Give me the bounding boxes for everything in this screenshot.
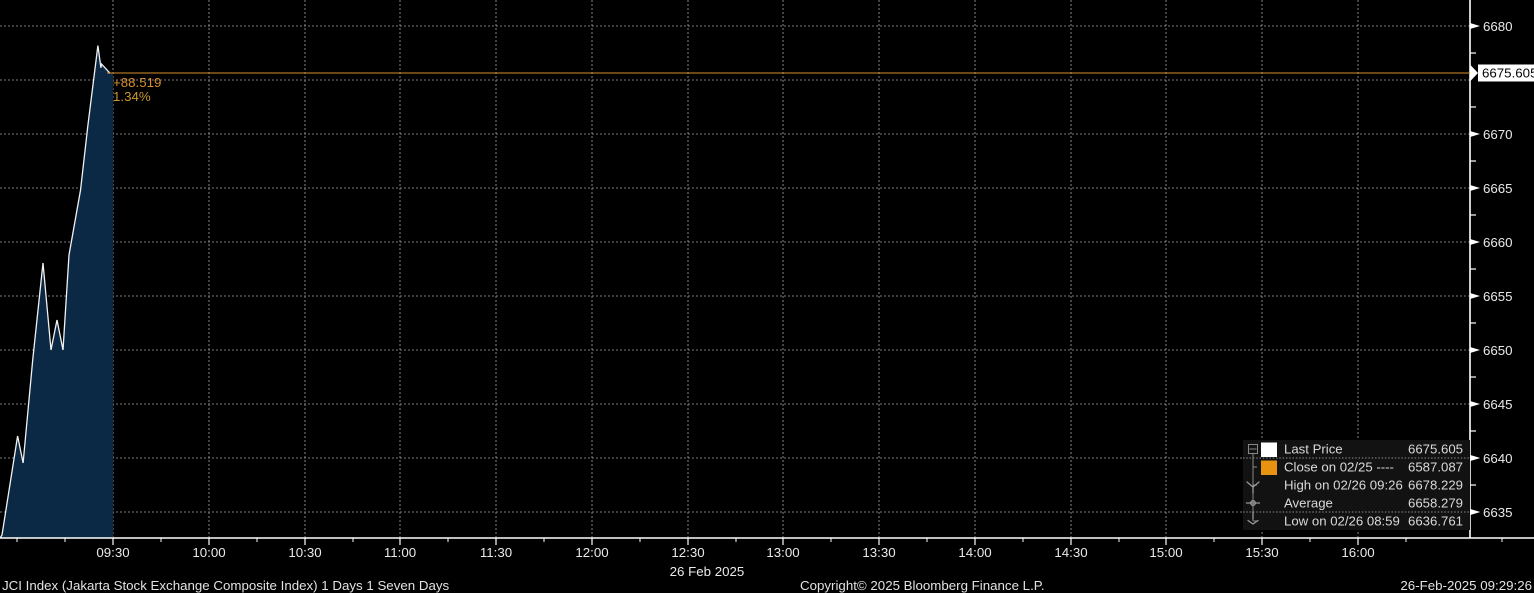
svg-text:High on 02/26 09:26: High on 02/26 09:26: [1284, 478, 1403, 493]
svg-text:6645: 6645: [1483, 397, 1513, 412]
svg-text:6635: 6635: [1483, 505, 1513, 520]
svg-text:09:30: 09:30: [96, 545, 129, 560]
svg-text:26 Feb 2025: 26 Feb 2025: [670, 564, 745, 579]
svg-text:6660: 6660: [1483, 235, 1513, 250]
svg-text:JCI Index (Jakarta Stock Excha: JCI Index (Jakarta Stock Exchange Compos…: [2, 578, 449, 593]
svg-text:15:30: 15:30: [1245, 545, 1278, 560]
svg-text:6678.229: 6678.229: [1408, 478, 1463, 493]
svg-text:Last Price: Last Price: [1284, 442, 1343, 457]
svg-text:Low on 02/26 08:59: Low on 02/26 08:59: [1284, 514, 1400, 529]
svg-text:14:00: 14:00: [958, 545, 991, 560]
svg-text:6670: 6670: [1483, 127, 1513, 142]
svg-text:15:00: 15:00: [1149, 545, 1182, 560]
svg-text:16:00: 16:00: [1341, 545, 1374, 560]
svg-text:10:00: 10:00: [192, 545, 225, 560]
svg-text:6640: 6640: [1483, 451, 1513, 466]
svg-text:11:30: 11:30: [480, 545, 512, 560]
svg-text:10:30: 10:30: [288, 545, 321, 560]
svg-text:12:00: 12:00: [575, 545, 608, 560]
svg-text:6655: 6655: [1483, 289, 1513, 304]
svg-text:+88.519: +88.519: [113, 75, 161, 90]
svg-text:13:30: 13:30: [862, 545, 895, 560]
svg-text:1.34%: 1.34%: [113, 89, 151, 104]
svg-text:6587.087: 6587.087: [1408, 460, 1463, 475]
svg-text:6675.605: 6675.605: [1408, 442, 1463, 457]
svg-text:Close on 02/25 ----: Close on 02/25 ----: [1284, 460, 1394, 475]
svg-text:11:00: 11:00: [384, 545, 416, 560]
svg-text:6665: 6665: [1483, 181, 1513, 196]
svg-text:6650: 6650: [1483, 343, 1513, 358]
svg-text:6636.761: 6636.761: [1408, 514, 1463, 529]
svg-text:14:30: 14:30: [1054, 545, 1087, 560]
svg-text:12:30: 12:30: [671, 545, 704, 560]
svg-text:Copyright© 2025 Bloomberg Fina: Copyright© 2025 Bloomberg Finance L.P.: [800, 578, 1045, 593]
svg-text:6658.279: 6658.279: [1408, 496, 1463, 511]
svg-text:13:00: 13:00: [766, 545, 799, 560]
svg-text:26-Feb-2025 09:29:26: 26-Feb-2025 09:29:26: [1400, 578, 1532, 593]
svg-text:6680: 6680: [1483, 19, 1513, 34]
svg-text:6675.605: 6675.605: [1482, 66, 1534, 81]
svg-text:Average: Average: [1284, 496, 1333, 511]
